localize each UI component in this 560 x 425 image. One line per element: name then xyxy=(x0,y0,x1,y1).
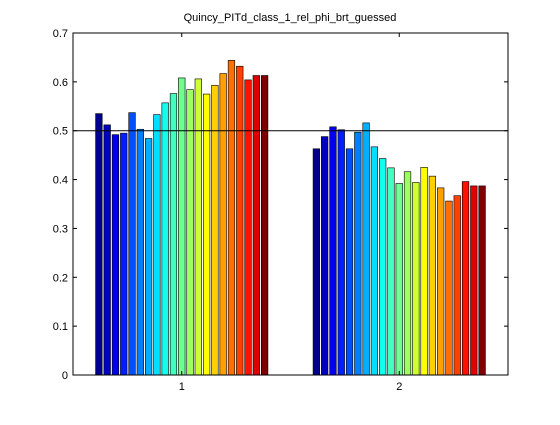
bar-s19-cat-2 xyxy=(461,181,470,376)
bar-s8-cat-1 xyxy=(153,114,161,376)
bar-s6-cat-1 xyxy=(136,128,144,376)
bar-s1-cat-2 xyxy=(312,148,321,376)
bar-s15-cat-2 xyxy=(428,175,437,376)
bar-s5-cat-1 xyxy=(128,112,136,376)
bar-s20-cat-2 xyxy=(470,185,478,376)
y-tick-label: 0.1 xyxy=(53,321,68,333)
bar-s16-cat-2 xyxy=(437,187,445,376)
bar-s11-cat-1 xyxy=(178,77,186,376)
bar-s21-cat-1 xyxy=(260,75,269,376)
bar-s13-cat-1 xyxy=(194,78,202,376)
bar-s14-cat-2 xyxy=(420,167,428,376)
bar-s1-cat-1 xyxy=(95,113,103,376)
y-tick-label: 0.2 xyxy=(53,272,68,284)
bar-s5-cat-2 xyxy=(345,148,354,376)
bar-s4-cat-2 xyxy=(337,129,345,376)
bar-s14-cat-1 xyxy=(202,93,211,376)
bar-s20-cat-1 xyxy=(252,75,260,376)
bar-s16-cat-1 xyxy=(219,73,227,376)
bar-s18-cat-2 xyxy=(453,195,461,376)
bar-s7-cat-2 xyxy=(362,122,370,376)
y-tick-label: 0.6 xyxy=(53,77,68,89)
bar-s9-cat-2 xyxy=(379,158,387,376)
bar-s13-cat-2 xyxy=(412,182,420,376)
bar-s10-cat-2 xyxy=(387,167,395,376)
bar-s17-cat-2 xyxy=(445,200,453,376)
bar-s19-cat-1 xyxy=(244,79,252,376)
bar-s11-cat-2 xyxy=(395,183,403,376)
bar-s3-cat-2 xyxy=(329,126,337,376)
bar-s21-cat-2 xyxy=(478,185,486,376)
y-tick-label: 0.3 xyxy=(53,223,68,235)
bar-s12-cat-1 xyxy=(186,89,194,376)
bar-s8-cat-2 xyxy=(370,146,379,376)
x-tick-label: 1 xyxy=(179,381,185,393)
bar-s4-cat-1 xyxy=(120,132,128,376)
y-tick-label: 0 xyxy=(62,370,68,382)
bar-s6-cat-2 xyxy=(354,131,362,376)
bar-s15-cat-1 xyxy=(211,84,219,376)
plot-frame xyxy=(72,32,509,376)
y-tick-label: 0.4 xyxy=(53,175,68,187)
chart-title: Quincy_PITd_class_1_rel_phi_brt_guessed xyxy=(184,12,397,24)
bar-s12-cat-2 xyxy=(403,171,412,376)
bar-s2-cat-2 xyxy=(321,136,329,376)
bar-s10-cat-1 xyxy=(169,93,178,376)
bar-s17-cat-1 xyxy=(227,60,236,376)
bar-s18-cat-1 xyxy=(236,65,244,376)
bar-s3-cat-1 xyxy=(111,134,120,376)
bar-s9-cat-1 xyxy=(161,102,169,376)
x-tick-label: 2 xyxy=(396,381,402,393)
bar-s2-cat-1 xyxy=(103,124,111,376)
bar-s7-cat-1 xyxy=(144,138,153,376)
y-tick-label: 0.7 xyxy=(53,28,68,40)
y-tick-label: 0.5 xyxy=(53,126,68,138)
